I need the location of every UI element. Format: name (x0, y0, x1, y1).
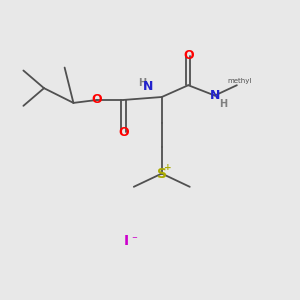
Text: H: H (138, 78, 146, 88)
Text: O: O (92, 93, 102, 106)
Text: +: + (164, 163, 172, 172)
Text: N: N (210, 89, 220, 102)
Text: O: O (183, 49, 194, 62)
Text: S: S (157, 167, 167, 181)
Text: N: N (142, 80, 153, 93)
Text: methyl: methyl (228, 78, 252, 84)
Text: ⁻: ⁻ (131, 235, 137, 245)
Text: I: I (124, 234, 129, 248)
Text: O: O (118, 126, 129, 139)
Text: H: H (219, 99, 227, 110)
